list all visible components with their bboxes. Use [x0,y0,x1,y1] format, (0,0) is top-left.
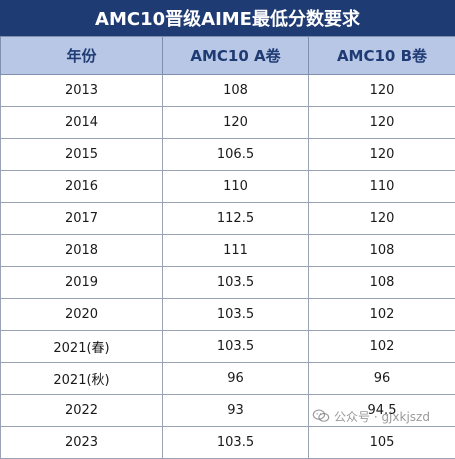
cell-paper-b: 94.5 [309,395,455,427]
cell-year: 2015 [1,139,163,171]
cell-paper-b: 108 [309,267,455,299]
cell-paper-a: 108 [163,75,309,107]
cell-paper-a: 106.5 [163,139,309,171]
cell-paper-a: 110 [163,171,309,203]
cell-year: 2022 [1,395,163,427]
cell-year: 2014 [1,107,163,139]
cell-year: 2017 [1,203,163,235]
cell-year: 2019 [1,267,163,299]
cell-year: 2021(春) [1,331,163,363]
cell-paper-b: 96 [309,363,455,395]
cell-paper-b: 120 [309,107,455,139]
cell-paper-b: 120 [309,203,455,235]
cell-paper-b: 110 [309,171,455,203]
cell-year: 2020 [1,299,163,331]
cell-paper-a: 103.5 [163,299,309,331]
cell-paper-a: 103.5 [163,427,309,459]
cell-paper-a: 96 [163,363,309,395]
cell-year: 2018 [1,235,163,267]
header-row: 年份 AMC10 A卷 AMC10 B卷 [1,37,455,75]
cell-paper-b: 120 [309,75,455,107]
cell-paper-a: 112.5 [163,203,309,235]
cell-paper-a: 103.5 [163,331,309,363]
cell-paper-b: 102 [309,299,455,331]
cell-year: 2013 [1,75,163,107]
cell-paper-a: 103.5 [163,267,309,299]
cell-paper-b: 102 [309,331,455,363]
document-frame: AMC10晋级AIME最低分数要求 年份 AMC10 A卷 AMC10 B卷 2… [0,0,455,437]
cell-year: 2023 [1,427,163,459]
cell-paper-a: 93 [163,395,309,427]
header-year: 年份 [1,37,163,75]
cell-year: 2016 [1,171,163,203]
cell-paper-b: 105 [309,427,455,459]
cell-year: 2021(秋) [1,363,163,395]
cell-paper-a: 111 [163,235,309,267]
header-paper-a: AMC10 A卷 [163,37,309,75]
cell-paper-a: 120 [163,107,309,139]
table-title: AMC10晋级AIME最低分数要求 [0,0,455,36]
cell-paper-b: 108 [309,235,455,267]
header-paper-b: AMC10 B卷 [309,37,455,75]
cell-paper-b: 120 [309,139,455,171]
